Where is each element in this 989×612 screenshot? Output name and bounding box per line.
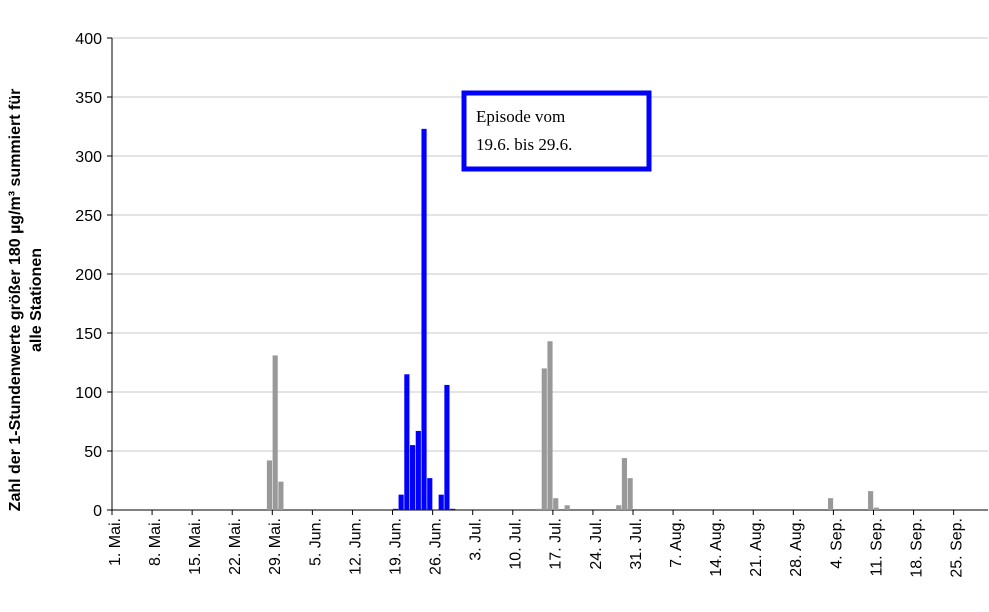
x-tick-label: 31. Jul. [628, 518, 645, 570]
x-tick-label: 24. Jul. [588, 518, 605, 570]
y-axis-title-line: alle Stationen [28, 248, 45, 352]
y-tick-label: 350 [75, 90, 102, 107]
bar [564, 505, 570, 510]
x-tick-label: 14. Aug. [708, 518, 725, 577]
x-tick-label: 22. Mai. [227, 518, 244, 575]
x-tick-label: 28. Aug. [788, 518, 805, 577]
x-tick-label: 26. Jun. [427, 518, 444, 575]
bar [627, 478, 633, 510]
bar [873, 507, 879, 510]
bar [438, 494, 444, 510]
x-tick-label: 3. Jul. [468, 518, 485, 561]
bar [272, 355, 278, 510]
y-tick-label: 50 [84, 444, 102, 461]
bar [266, 460, 273, 510]
x-tick-label: 15. Mai. [187, 518, 204, 575]
y-axis-title-line: Zahl der 1-Stundenwerte größer 180 µg/m³… [7, 89, 24, 512]
y-axis-title: Zahl der 1-Stundenwerte größer 180 µg/m³… [7, 89, 45, 512]
annotation-text: 19.6. bis 29.6. [476, 135, 572, 154]
y-tick-label: 0 [93, 503, 102, 520]
bar [392, 508, 398, 510]
bar [547, 341, 553, 510]
bar [421, 128, 427, 511]
bar [415, 430, 421, 510]
x-tick-label: 1. Mai. [107, 518, 124, 566]
x-tick-label: 10. Jul. [508, 518, 525, 570]
bar [450, 508, 456, 510]
y-tick-label: 150 [75, 326, 102, 343]
bar [621, 458, 628, 510]
x-tick-label: 18. Sep. [908, 518, 925, 578]
x-tick-label: 25. Sep. [949, 518, 966, 578]
annotation-text: Episode vom [476, 107, 565, 126]
bar [398, 494, 404, 510]
bar [868, 491, 874, 510]
bar [535, 508, 542, 510]
x-tick-label: 12. Jun. [347, 518, 364, 575]
bar [616, 505, 622, 510]
bar [444, 384, 450, 510]
x-tick-label: 11. Sep. [868, 518, 885, 576]
bar [541, 368, 547, 510]
y-tick-label: 100 [75, 385, 102, 402]
y-tick-label: 200 [75, 267, 102, 284]
x-tick-label: 21. Aug. [748, 518, 765, 577]
x-tick-label: 17. Jul. [548, 518, 565, 570]
x-tick-label: 8. Mai. [147, 518, 164, 566]
y-tick-label: 400 [75, 31, 102, 48]
bar [410, 445, 416, 510]
bar [278, 481, 284, 510]
y-tick-label: 300 [75, 149, 102, 166]
x-tick-label: 4. Sep. [828, 518, 845, 569]
bar [827, 498, 834, 510]
bar [553, 498, 559, 510]
x-tick-label: 5. Jun. [307, 518, 324, 566]
y-tick-label: 250 [75, 208, 102, 225]
bar [427, 478, 433, 510]
bar [404, 374, 410, 510]
annotation-box [461, 90, 652, 172]
x-tick-label: 29. Mai. [267, 518, 284, 575]
x-tick-label: 19. Jun. [387, 518, 404, 575]
x-tick-label: 7. Aug. [668, 518, 685, 568]
